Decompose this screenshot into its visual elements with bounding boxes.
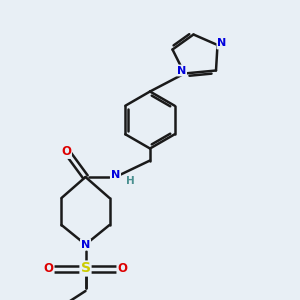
Text: O: O xyxy=(117,262,128,275)
Text: N: N xyxy=(177,65,186,76)
Text: N: N xyxy=(111,170,120,181)
Text: O: O xyxy=(61,145,71,158)
Text: S: S xyxy=(80,262,91,275)
Text: H: H xyxy=(125,176,134,187)
Text: N: N xyxy=(81,239,90,250)
Text: O: O xyxy=(44,262,54,275)
Text: N: N xyxy=(218,38,226,49)
